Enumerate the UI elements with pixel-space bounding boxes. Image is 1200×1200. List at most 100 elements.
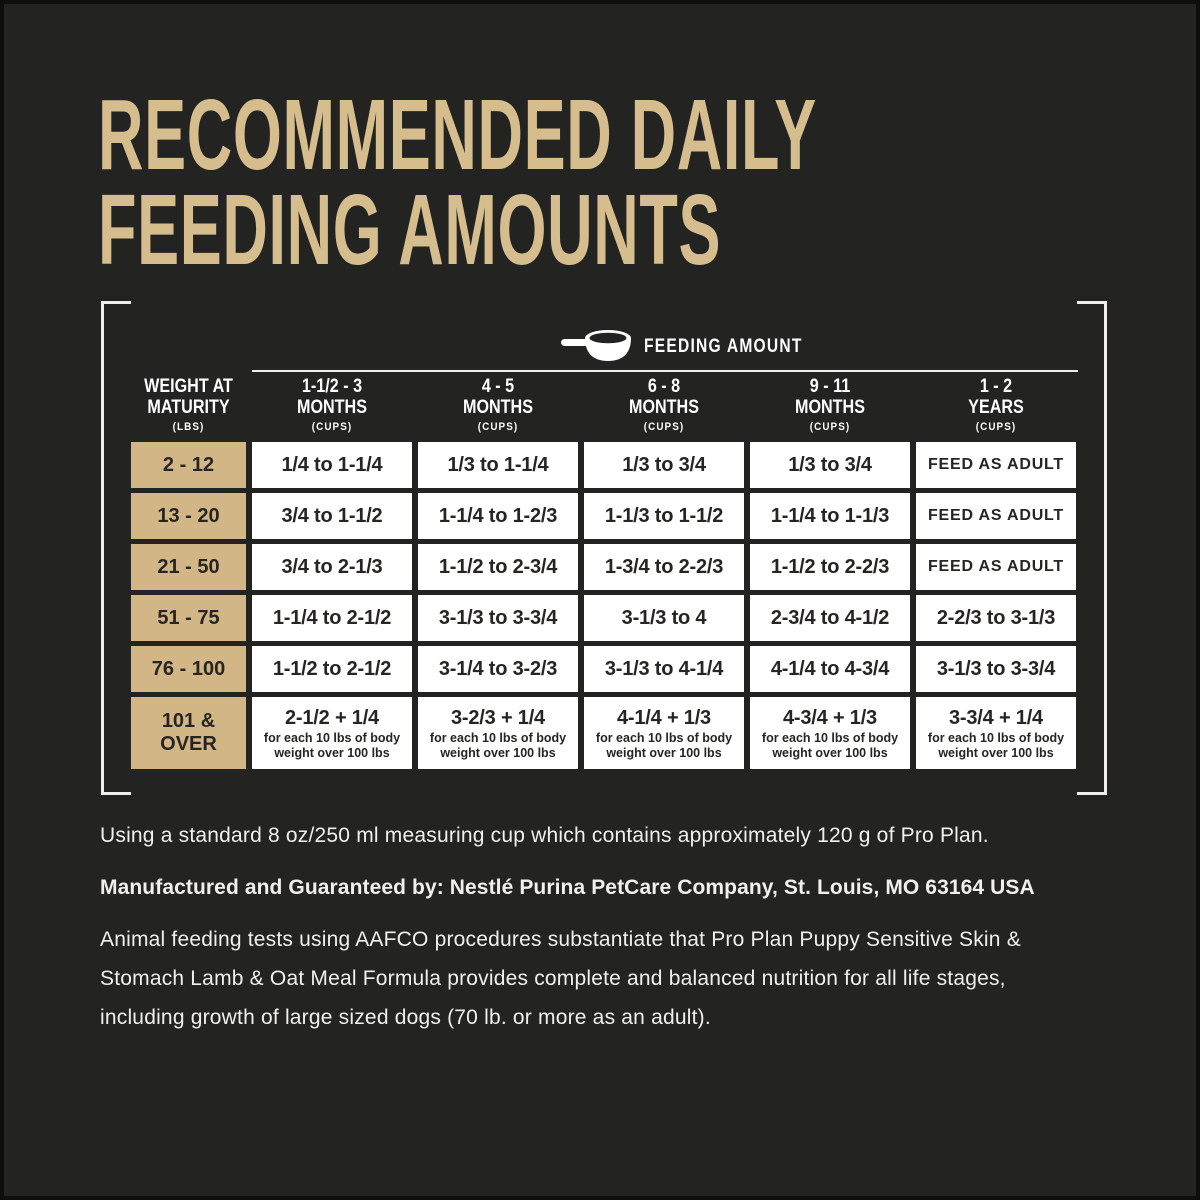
per-10lbs-note: for each 10 lbs of body weight over 100 l… xyxy=(595,730,733,760)
feeding-amount-value: 3/4 to 2-1/3 xyxy=(281,556,383,578)
feeding-amount-cell-r1c4: 1/3 to 3/4 xyxy=(750,442,910,488)
feeding-amount-value: 1-1/3 to 1-1/2 xyxy=(604,505,724,527)
cups-unit-label: (CUPS) xyxy=(311,421,353,433)
age-column-header-3: 6 - 8 MONTHS (CUPS) xyxy=(584,376,744,434)
weight-header-unit: (LBS) xyxy=(172,421,205,433)
feeding-amount-value: 3-1/4 to 3-2/3 xyxy=(438,658,558,680)
age-column-header-4: 9 - 11 MONTHS (CUPS) xyxy=(750,376,910,434)
feeding-amount-cell-r4c5: 2-2/3 to 3-1/3 xyxy=(916,595,1076,641)
feeding-amount-value: 1-1/2 to 2-3/4 xyxy=(438,556,558,578)
feeding-amount-cell-r2c1: 3/4 to 1-1/2 xyxy=(252,493,412,539)
feeding-amount-cell-r2c2: 1-1/4 to 1-2/3 xyxy=(418,493,578,539)
age-range-label: 4 - 5 xyxy=(481,376,515,397)
per-10lbs-note: for each 10 lbs of body weight over 100 l… xyxy=(927,730,1065,760)
weight-range-line: 13 - 20 xyxy=(157,504,220,527)
feeding-amount-value: 3-2/3 + 1/4 xyxy=(451,706,545,729)
feeding-amount-cell-r2c3: 1-1/3 to 1-1/2 xyxy=(584,493,744,539)
feeding-amount-cell-r5c4: 4-1/4 to 4-3/4 xyxy=(750,646,910,692)
age-range-label: 6 - 8 xyxy=(647,376,681,397)
age-range-label: 1-1/2 - 3 xyxy=(301,376,363,397)
feeding-amount-value: 3-1/3 to 4 xyxy=(621,607,707,629)
weight-range-line: 101 & xyxy=(161,710,216,732)
feeding-amount-value: 3-1/3 to 4-1/4 xyxy=(604,658,724,680)
weight-range-cell: 101 & OVER xyxy=(131,697,246,769)
feeding-amount-cell-r6c1: 2-1/2 + 1/4 for each 10 lbs of body weight… xyxy=(252,697,412,769)
feeding-amount-value: FEED AS ADULT xyxy=(927,507,1065,524)
per-10lbs-note: for each 10 lbs of body weight over 100 l… xyxy=(263,730,401,760)
table-body: 2 - 12 1/4 to 1-1/4 1/3 to 1-1/4 1/3 to 3/4… xyxy=(131,442,1076,769)
manufacturer-footnote: Manufactured and Guaranteed by: Nestlé P… xyxy=(100,876,1035,899)
cups-unit-label: (CUPS) xyxy=(643,421,685,433)
measuring-cup-footnote: Using a standard 8 oz/250 ml measuring c… xyxy=(100,824,989,847)
feeding-amount-label: FEEDING AMOUNT xyxy=(644,336,803,357)
cups-unit-label: (CUPS) xyxy=(975,421,1017,433)
feeding-amount-value: 1-1/2 to 2-1/2 xyxy=(272,658,392,680)
age-column-header-5: 1 - 2 YEARS (CUPS) xyxy=(916,376,1076,434)
feeding-amount-value: 3-1/3 to 3-3/4 xyxy=(936,658,1056,680)
feeding-amount-value: 4-1/4 + 1/3 xyxy=(617,706,711,729)
weight-range-cell: 13 - 20 xyxy=(131,493,246,539)
weight-range-line: 76 - 100 xyxy=(151,657,226,680)
feeding-amount-value: 2-2/3 to 3-1/3 xyxy=(936,607,1056,629)
feeding-amount-value: 1-1/2 to 2-2/3 xyxy=(770,556,890,578)
age-period-label: YEARS xyxy=(968,397,1024,418)
cups-unit-label: (CUPS) xyxy=(477,421,519,433)
feeding-amount-value: 1/4 to 1-1/4 xyxy=(281,454,383,476)
feeding-amount-cell-r2c4: 1-1/4 to 1-1/3 xyxy=(750,493,910,539)
feeding-amount-value: 2-3/4 to 4-1/2 xyxy=(770,607,890,629)
age-period-label: MONTHS xyxy=(629,397,699,418)
aafco-statement: Animal feeding tests using AAFCO procedu… xyxy=(100,920,1021,1037)
feeding-amount-cell-r4c2: 3-1/3 to 3-3/4 xyxy=(418,595,578,641)
feeding-amount-cell-r5c3: 3-1/3 to 4-1/4 xyxy=(584,646,744,692)
age-range-label: 1 - 2 xyxy=(979,376,1013,397)
aafco-line1: Animal feeding tests using AAFCO procedu… xyxy=(100,928,1021,951)
feeding-amount-cell-r6c3: 4-1/4 + 1/3 for each 10 lbs of body weight… xyxy=(584,697,744,769)
age-column-header-2: 4 - 5 MONTHS (CUPS) xyxy=(418,376,578,434)
weight-column-header: WEIGHT AT MATURITY (LBS) xyxy=(131,376,246,434)
feeding-amount-value: 3-1/3 to 3-3/4 xyxy=(438,607,558,629)
page-title-line1: RECOMMENDED DAILY xyxy=(98,79,817,191)
feeding-amount-cell-r3c3: 1-3/4 to 2-2/3 xyxy=(584,544,744,590)
feeding-amount-cell-r3c4: 1-1/2 to 2-2/3 xyxy=(750,544,910,590)
measuring-cup-icon xyxy=(561,330,631,361)
page-title: RECOMMENDED DAILY FEEDING AMOUNTS xyxy=(98,79,817,286)
feeding-amount-legend: FEEDING AMOUNT xyxy=(560,328,837,366)
age-period-label: MONTHS xyxy=(297,397,367,418)
feeding-amount-cell-r3c5: FEED AS ADULT xyxy=(916,544,1076,590)
feeding-amount-cell-r2c5: FEED AS ADULT xyxy=(916,493,1076,539)
feeding-amount-cell-r5c1: 1-1/2 to 2-1/2 xyxy=(252,646,412,692)
feeding-amount-value: 1/3 to 3/4 xyxy=(622,454,706,476)
weight-range-cell: 21 - 50 xyxy=(131,544,246,590)
feeding-amount-cell-r1c2: 1/3 to 1-1/4 xyxy=(418,442,578,488)
page-title-line2: FEEDING AMOUNTS xyxy=(98,174,722,286)
feeding-amount-cell-r6c5: 3-3/4 + 1/4 for each 10 lbs of body weight… xyxy=(916,697,1076,769)
per-10lbs-note: for each 10 lbs of body weight over 100 l… xyxy=(761,730,899,760)
feeding-amount-value: 3-3/4 + 1/4 xyxy=(949,706,1043,729)
feeding-amount-cell-r1c1: 1/4 to 1-1/4 xyxy=(252,442,412,488)
age-range-label: 9 - 11 xyxy=(809,376,851,397)
right-bracket-frame xyxy=(1077,301,1107,795)
feeding-amount-value: FEED AS ADULT xyxy=(927,558,1065,575)
feeding-amount-cell-r4c4: 2-3/4 to 4-1/2 xyxy=(750,595,910,641)
weight-range-line: 21 - 50 xyxy=(157,555,220,578)
feeding-amount-value: 1-1/4 to 1-2/3 xyxy=(438,505,558,527)
weight-range-line: OVER xyxy=(160,733,217,755)
feeding-amount-cell-r4c1: 1-1/4 to 2-1/2 xyxy=(252,595,412,641)
table-top-rule xyxy=(252,370,1078,372)
feeding-amount-value: FEED AS ADULT xyxy=(927,456,1065,473)
column-headers: WEIGHT AT MATURITY (LBS) 1-1/2 - 3 MONTHS… xyxy=(131,376,1076,434)
weight-range-line: 2 - 12 xyxy=(162,453,215,476)
feeding-amount-value: 4-1/4 to 4-3/4 xyxy=(770,658,890,680)
weight-range-cell: 51 - 75 xyxy=(131,595,246,641)
feeding-amount-value: 1/3 to 3/4 xyxy=(788,454,872,476)
feeding-amount-value: 1/3 to 1-1/4 xyxy=(447,454,549,476)
cups-unit-label: (CUPS) xyxy=(809,421,851,433)
weight-range-cell: 76 - 100 xyxy=(131,646,246,692)
left-bracket-frame xyxy=(101,301,131,795)
age-period-label: MONTHS xyxy=(795,397,865,418)
feeding-amount-cell-r6c4: 4-3/4 + 1/3 for each 10 lbs of body weight… xyxy=(750,697,910,769)
feeding-amount-cell-r4c3: 3-1/3 to 4 xyxy=(584,595,744,641)
age-column-header-1: 1-1/2 - 3 MONTHS (CUPS) xyxy=(252,376,412,434)
feeding-amount-value: 1-1/4 to 2-1/2 xyxy=(272,607,392,629)
